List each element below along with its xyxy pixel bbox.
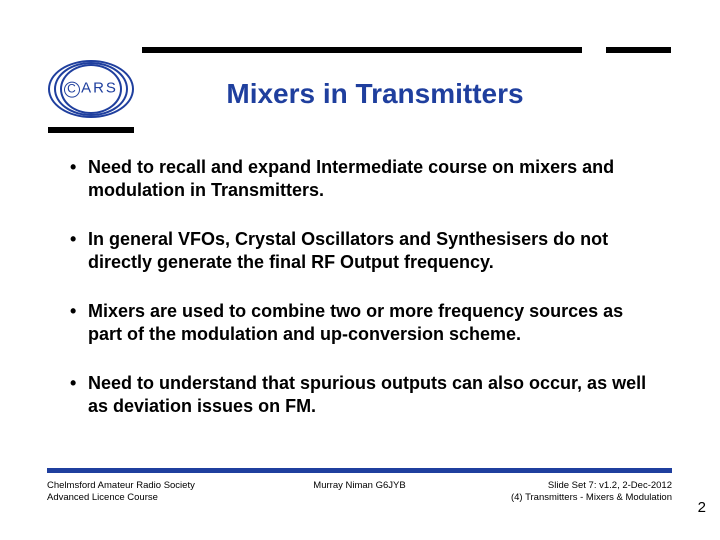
bullet-item: In general VFOs, Crystal Oscillators and… <box>70 228 650 274</box>
logo-text: CARS <box>48 80 134 98</box>
footer-course: Advanced Licence Course <box>47 492 195 504</box>
top-bar-left <box>142 47 582 53</box>
bullet-item: Need to understand that spurious outputs… <box>70 372 650 418</box>
logo-text-rest: ARS <box>81 80 118 97</box>
footer-topic: (4) Transmitters - Mixers & Modulation <box>511 492 672 504</box>
footer-slideset: Slide Set 7: v1.2, 2-Dec-2012 <box>511 480 672 492</box>
bullet-item: Mixers are used to combine two or more f… <box>70 300 650 346</box>
slide-title: Mixers in Transmitters <box>170 78 580 110</box>
logo-underline-bar <box>48 127 134 133</box>
logo-text-c: C <box>64 82 80 98</box>
bullet-list: Need to recall and expand Intermediate c… <box>70 156 650 444</box>
slide: CARS Mixers in Transmitters Need to reca… <box>0 0 720 540</box>
page-number: 2 <box>698 499 706 516</box>
bullet-item: Need to recall and expand Intermediate c… <box>70 156 650 202</box>
top-bar-right <box>606 47 671 53</box>
footer-right: Slide Set 7: v1.2, 2-Dec-2012 (4) Transm… <box>511 480 672 505</box>
bottom-bar <box>47 468 672 473</box>
cars-logo: CARS <box>48 60 134 118</box>
